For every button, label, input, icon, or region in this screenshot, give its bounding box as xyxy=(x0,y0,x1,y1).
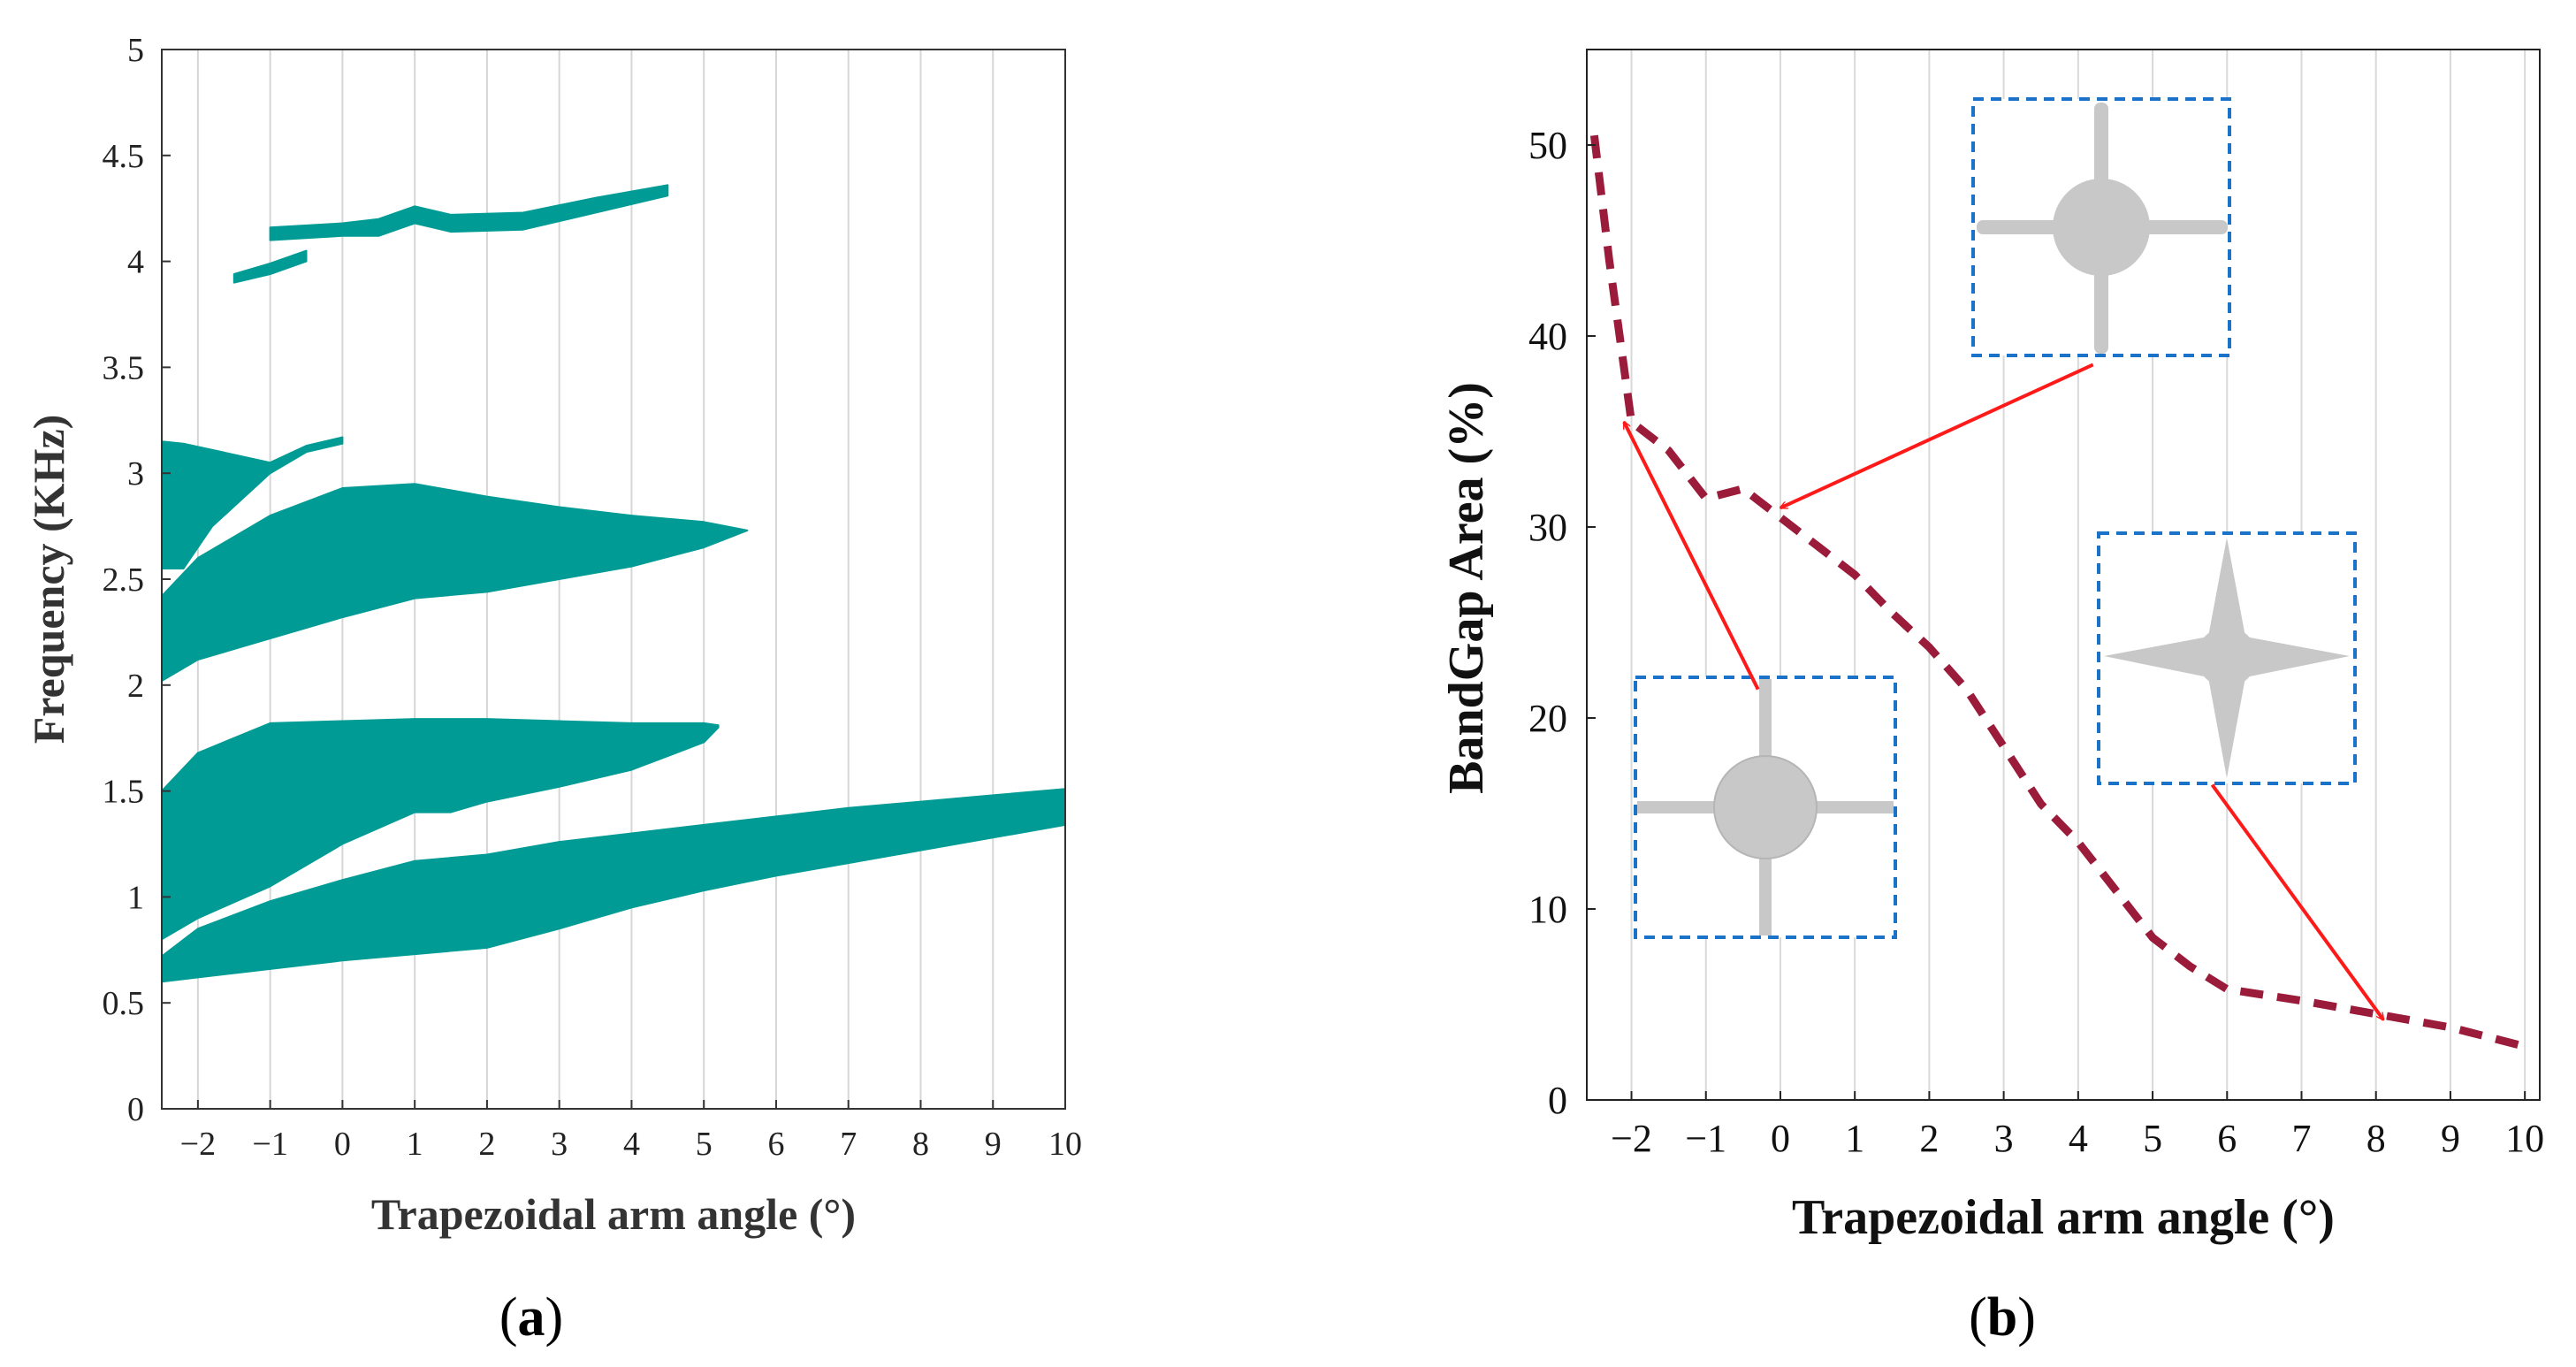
panel-b-x-tick-label: 6 xyxy=(2217,1117,2237,1160)
panel-b-caption-letter: b xyxy=(1987,1287,2017,1348)
panel-b-x-tick-label: −1 xyxy=(1685,1117,1726,1160)
panel-b-x-tick-label: 5 xyxy=(2143,1117,2162,1160)
inset-star-cross-hub xyxy=(2197,627,2257,687)
panel-b-y-tick-label: 30 xyxy=(1528,506,1567,549)
panel-a-x-axis-label: Trapezoidal arm angle (°) xyxy=(371,1189,856,1239)
panel-a-band-4 xyxy=(161,436,344,569)
panel-a-y-tick-label: 1 xyxy=(127,879,144,916)
inset-plain-cross-hub xyxy=(1713,755,1818,859)
panel-b-bandgap-line xyxy=(1589,134,2526,1050)
inset-plain-cross xyxy=(1634,676,1897,939)
panel-b-x-tick-label: 0 xyxy=(1771,1117,1790,1160)
panel-b-x-tick-label: 2 xyxy=(1919,1117,1939,1160)
panel-b-arrow-star-cross xyxy=(2210,783,2385,1020)
panel-a-caption-letter: a xyxy=(518,1287,545,1348)
panel-a-y-tick-label: 0.5 xyxy=(103,985,145,1022)
panel-a-x-tick-label: 4 xyxy=(623,1126,640,1163)
panel-b-y-tick-label: 10 xyxy=(1528,888,1567,931)
panel-b-y-tick-label: 0 xyxy=(1548,1079,1567,1122)
panel-b-x-tick-label: 10 xyxy=(2505,1117,2544,1160)
panel-b-curve xyxy=(1589,134,2526,1050)
panel-b-x-ticks: −2 −1 0 1 2 3 4 5 6 7 8 9 10 xyxy=(1611,1091,2544,1160)
inset-circle-cross-hub xyxy=(2053,179,2150,276)
panel-b-x-tick-label: 9 xyxy=(2441,1117,2460,1160)
panel-a-caption-close: ) xyxy=(545,1287,564,1348)
panel-a-x-tick-label: 8 xyxy=(912,1126,929,1163)
panel-a-band-5 xyxy=(232,249,308,284)
panel-a-band-3 xyxy=(161,483,749,682)
panel-a-x-tick-label: 0 xyxy=(334,1126,351,1163)
panel-a-y-tick-label: 2.5 xyxy=(103,561,145,599)
panel-a-band-2 xyxy=(161,718,720,941)
panel-b-x-tick-label: 4 xyxy=(2069,1117,2088,1160)
panel-b-arrow-plain-cross-circle-hub xyxy=(1622,422,1760,691)
panel-a-y-tick-label: 4.5 xyxy=(103,138,145,175)
panel-a-y-tick-label: 2 xyxy=(127,668,144,705)
panel-a-x-tick-label: 9 xyxy=(985,1126,1002,1163)
panel-a-x-ticks: −2 −1 0 1 2 3 4 5 6 7 8 9 10 xyxy=(180,1100,1082,1163)
panel-a-x-tick-label: 6 xyxy=(767,1126,784,1163)
inset-circle-cross xyxy=(1971,97,2231,357)
inset-star-cross xyxy=(2097,531,2357,785)
panel-a-band-6 xyxy=(269,184,669,241)
panel-b-y-ticks: 0 10 20 30 40 50 xyxy=(1528,124,1596,1122)
panel-a-caption: (a) xyxy=(499,1287,563,1348)
panel-b-arrow-cross-circle-hub xyxy=(1780,363,2094,510)
panel-a-x-tick-label: 2 xyxy=(478,1126,495,1163)
panel-a-y-ticks: 0 0.5 1 1.5 2 2.5 3 3.5 4 4.5 5 xyxy=(103,32,171,1128)
panel-a-y-tick-label: 4 xyxy=(127,244,144,281)
panel-a-x-tick-label: 3 xyxy=(551,1126,568,1163)
panel-a-y-axis-label: Frequency (KHz) xyxy=(24,415,73,745)
panel-a-x-tick-label: 7 xyxy=(840,1126,857,1163)
panel-a-x-tick-label: 10 xyxy=(1048,1126,1082,1163)
panel-b-y-tick-label: 50 xyxy=(1528,124,1567,167)
panel-a-y-tick-label: 5 xyxy=(127,32,144,69)
panel-b-chart: 0 10 20 30 40 50 −2 −1 0 1 2 3 4 5 6 7 8 9 10 Trapezoidal… xyxy=(1439,49,2544,1348)
panel-b-caption-close: ) xyxy=(2017,1287,2036,1348)
panel-b-x-tick-label: −2 xyxy=(1611,1117,1652,1160)
panel-a-caption-open: ( xyxy=(499,1287,518,1348)
panel-b-x-tick-label: 3 xyxy=(1994,1117,2014,1160)
panel-b-caption-open: ( xyxy=(1969,1287,1987,1348)
panel-a-y-tick-label: 1.5 xyxy=(103,774,145,811)
panel-b-x-axis-label: Trapezoidal arm angle (°) xyxy=(1792,1190,2335,1245)
panel-b-insets xyxy=(1634,97,2357,939)
panel-a-x-tick-label: −1 xyxy=(252,1126,287,1163)
panel-b-arrows xyxy=(1622,363,2385,1020)
panel-a-y-tick-label: 3 xyxy=(127,455,144,493)
panel-a-x-tick-label: 1 xyxy=(407,1126,423,1163)
panel-b-x-tick-label: 8 xyxy=(2366,1117,2386,1160)
panel-a-x-tick-label: −2 xyxy=(180,1126,216,1163)
panel-b-x-tick-label: 1 xyxy=(1845,1117,1864,1160)
panel-b-axes-box xyxy=(1586,49,2541,1101)
panel-b-y-tick-label: 20 xyxy=(1528,697,1567,740)
panel-a-chart: 0 0.5 1 1.5 2 2.5 3 3.5 4 4.5 5 −2 −1 0 1 2 3 4 5 6 7 8 9 10 T… xyxy=(24,32,1082,1348)
panel-a-y-tick-label: 0 xyxy=(127,1091,144,1128)
panel-a-y-tick-label: 3.5 xyxy=(103,349,145,386)
panel-b-y-axis-label: BandGap Area (%) xyxy=(1439,382,1494,794)
panel-a-x-tick-label: 5 xyxy=(696,1126,713,1163)
panel-b-y-tick-label: 40 xyxy=(1528,315,1567,358)
panel-b-x-tick-label: 7 xyxy=(2292,1117,2312,1160)
panel-b-caption: (b) xyxy=(1969,1287,2036,1348)
